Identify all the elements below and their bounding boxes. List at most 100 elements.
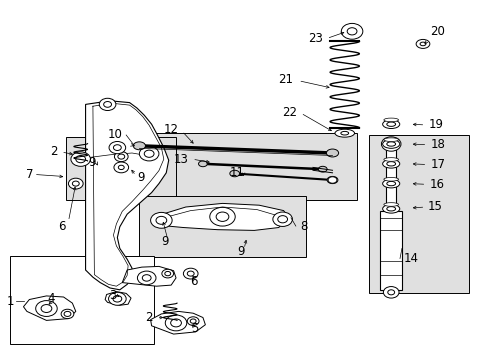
Circle shape (118, 154, 124, 159)
Polygon shape (85, 101, 168, 290)
Text: 19: 19 (427, 118, 443, 131)
Ellipse shape (229, 170, 239, 177)
Text: 2: 2 (145, 311, 152, 324)
Circle shape (183, 268, 198, 279)
Polygon shape (23, 296, 76, 320)
Polygon shape (150, 311, 205, 334)
Circle shape (346, 28, 356, 35)
Text: 14: 14 (403, 252, 418, 265)
Bar (386, 148, 395, 211)
Polygon shape (105, 292, 131, 305)
Ellipse shape (382, 204, 399, 213)
Text: 18: 18 (429, 138, 444, 151)
Circle shape (113, 296, 122, 302)
Text: 1: 1 (7, 295, 15, 308)
Ellipse shape (382, 159, 399, 168)
Ellipse shape (386, 122, 395, 126)
Ellipse shape (382, 120, 399, 129)
Circle shape (76, 156, 85, 163)
Circle shape (165, 315, 186, 331)
Circle shape (114, 162, 128, 173)
Polygon shape (127, 133, 356, 200)
Text: 16: 16 (428, 178, 444, 191)
Circle shape (381, 137, 400, 151)
Circle shape (118, 165, 124, 170)
Ellipse shape (318, 166, 326, 172)
Polygon shape (76, 144, 151, 161)
Ellipse shape (382, 179, 399, 188)
Circle shape (61, 309, 74, 319)
Ellipse shape (383, 177, 398, 181)
Ellipse shape (383, 118, 398, 122)
Circle shape (387, 290, 394, 295)
Text: 13: 13 (173, 153, 188, 166)
Text: 3: 3 (109, 289, 116, 302)
Circle shape (341, 23, 362, 39)
Ellipse shape (382, 140, 399, 148)
Ellipse shape (133, 142, 145, 150)
Ellipse shape (419, 42, 425, 46)
Bar (66, 137, 176, 200)
Text: 15: 15 (427, 201, 442, 213)
Text: 22: 22 (281, 106, 296, 119)
Ellipse shape (386, 142, 395, 146)
Circle shape (164, 271, 170, 276)
Circle shape (137, 271, 156, 285)
Circle shape (72, 181, 79, 186)
Ellipse shape (415, 40, 429, 49)
Ellipse shape (326, 149, 338, 157)
Bar (10, 256, 154, 344)
Circle shape (71, 152, 90, 166)
Circle shape (277, 216, 287, 223)
Circle shape (99, 98, 116, 111)
Ellipse shape (386, 207, 395, 211)
Ellipse shape (334, 129, 354, 137)
Circle shape (114, 152, 128, 162)
Ellipse shape (326, 176, 337, 184)
Bar (368, 135, 468, 293)
Polygon shape (139, 196, 305, 257)
Text: 2: 2 (50, 145, 57, 158)
Text: 7: 7 (26, 168, 33, 181)
Circle shape (41, 305, 52, 312)
Text: 11: 11 (229, 166, 244, 179)
Circle shape (170, 319, 181, 327)
Text: 6: 6 (190, 275, 198, 288)
Polygon shape (122, 266, 176, 286)
Text: 9: 9 (137, 171, 144, 184)
Ellipse shape (383, 203, 398, 206)
Circle shape (64, 311, 71, 316)
Circle shape (139, 147, 159, 161)
Circle shape (144, 150, 154, 157)
Ellipse shape (386, 162, 395, 166)
Text: 5: 5 (190, 322, 198, 335)
Circle shape (162, 269, 173, 278)
Circle shape (272, 212, 292, 226)
Text: 17: 17 (429, 158, 445, 171)
Circle shape (187, 317, 199, 325)
Ellipse shape (383, 158, 398, 161)
Text: 23: 23 (307, 32, 322, 45)
Ellipse shape (340, 131, 348, 135)
Bar (380, 211, 401, 290)
Text: 6: 6 (59, 220, 66, 233)
Ellipse shape (198, 161, 207, 167)
Circle shape (327, 177, 336, 183)
Circle shape (386, 140, 395, 148)
Circle shape (190, 319, 196, 323)
Text: 12: 12 (163, 123, 178, 136)
Circle shape (113, 145, 121, 150)
Circle shape (36, 301, 57, 316)
Circle shape (108, 292, 126, 305)
Text: 9: 9 (237, 245, 244, 258)
Ellipse shape (383, 138, 398, 141)
Circle shape (142, 275, 151, 281)
Circle shape (187, 271, 194, 276)
Text: 10: 10 (107, 129, 122, 141)
Text: 21: 21 (278, 73, 293, 86)
Polygon shape (156, 203, 288, 230)
Circle shape (68, 178, 83, 189)
Circle shape (216, 212, 228, 221)
Circle shape (383, 287, 398, 298)
Text: 4: 4 (47, 292, 55, 305)
